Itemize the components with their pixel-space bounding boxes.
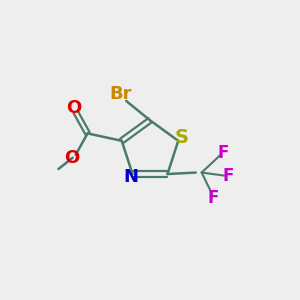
Text: O: O xyxy=(66,99,81,117)
Text: F: F xyxy=(218,144,229,162)
Text: Br: Br xyxy=(109,85,131,103)
Text: F: F xyxy=(208,189,219,207)
Text: O: O xyxy=(64,149,80,167)
Text: F: F xyxy=(223,167,234,184)
Text: S: S xyxy=(175,128,189,147)
Text: N: N xyxy=(124,168,139,186)
